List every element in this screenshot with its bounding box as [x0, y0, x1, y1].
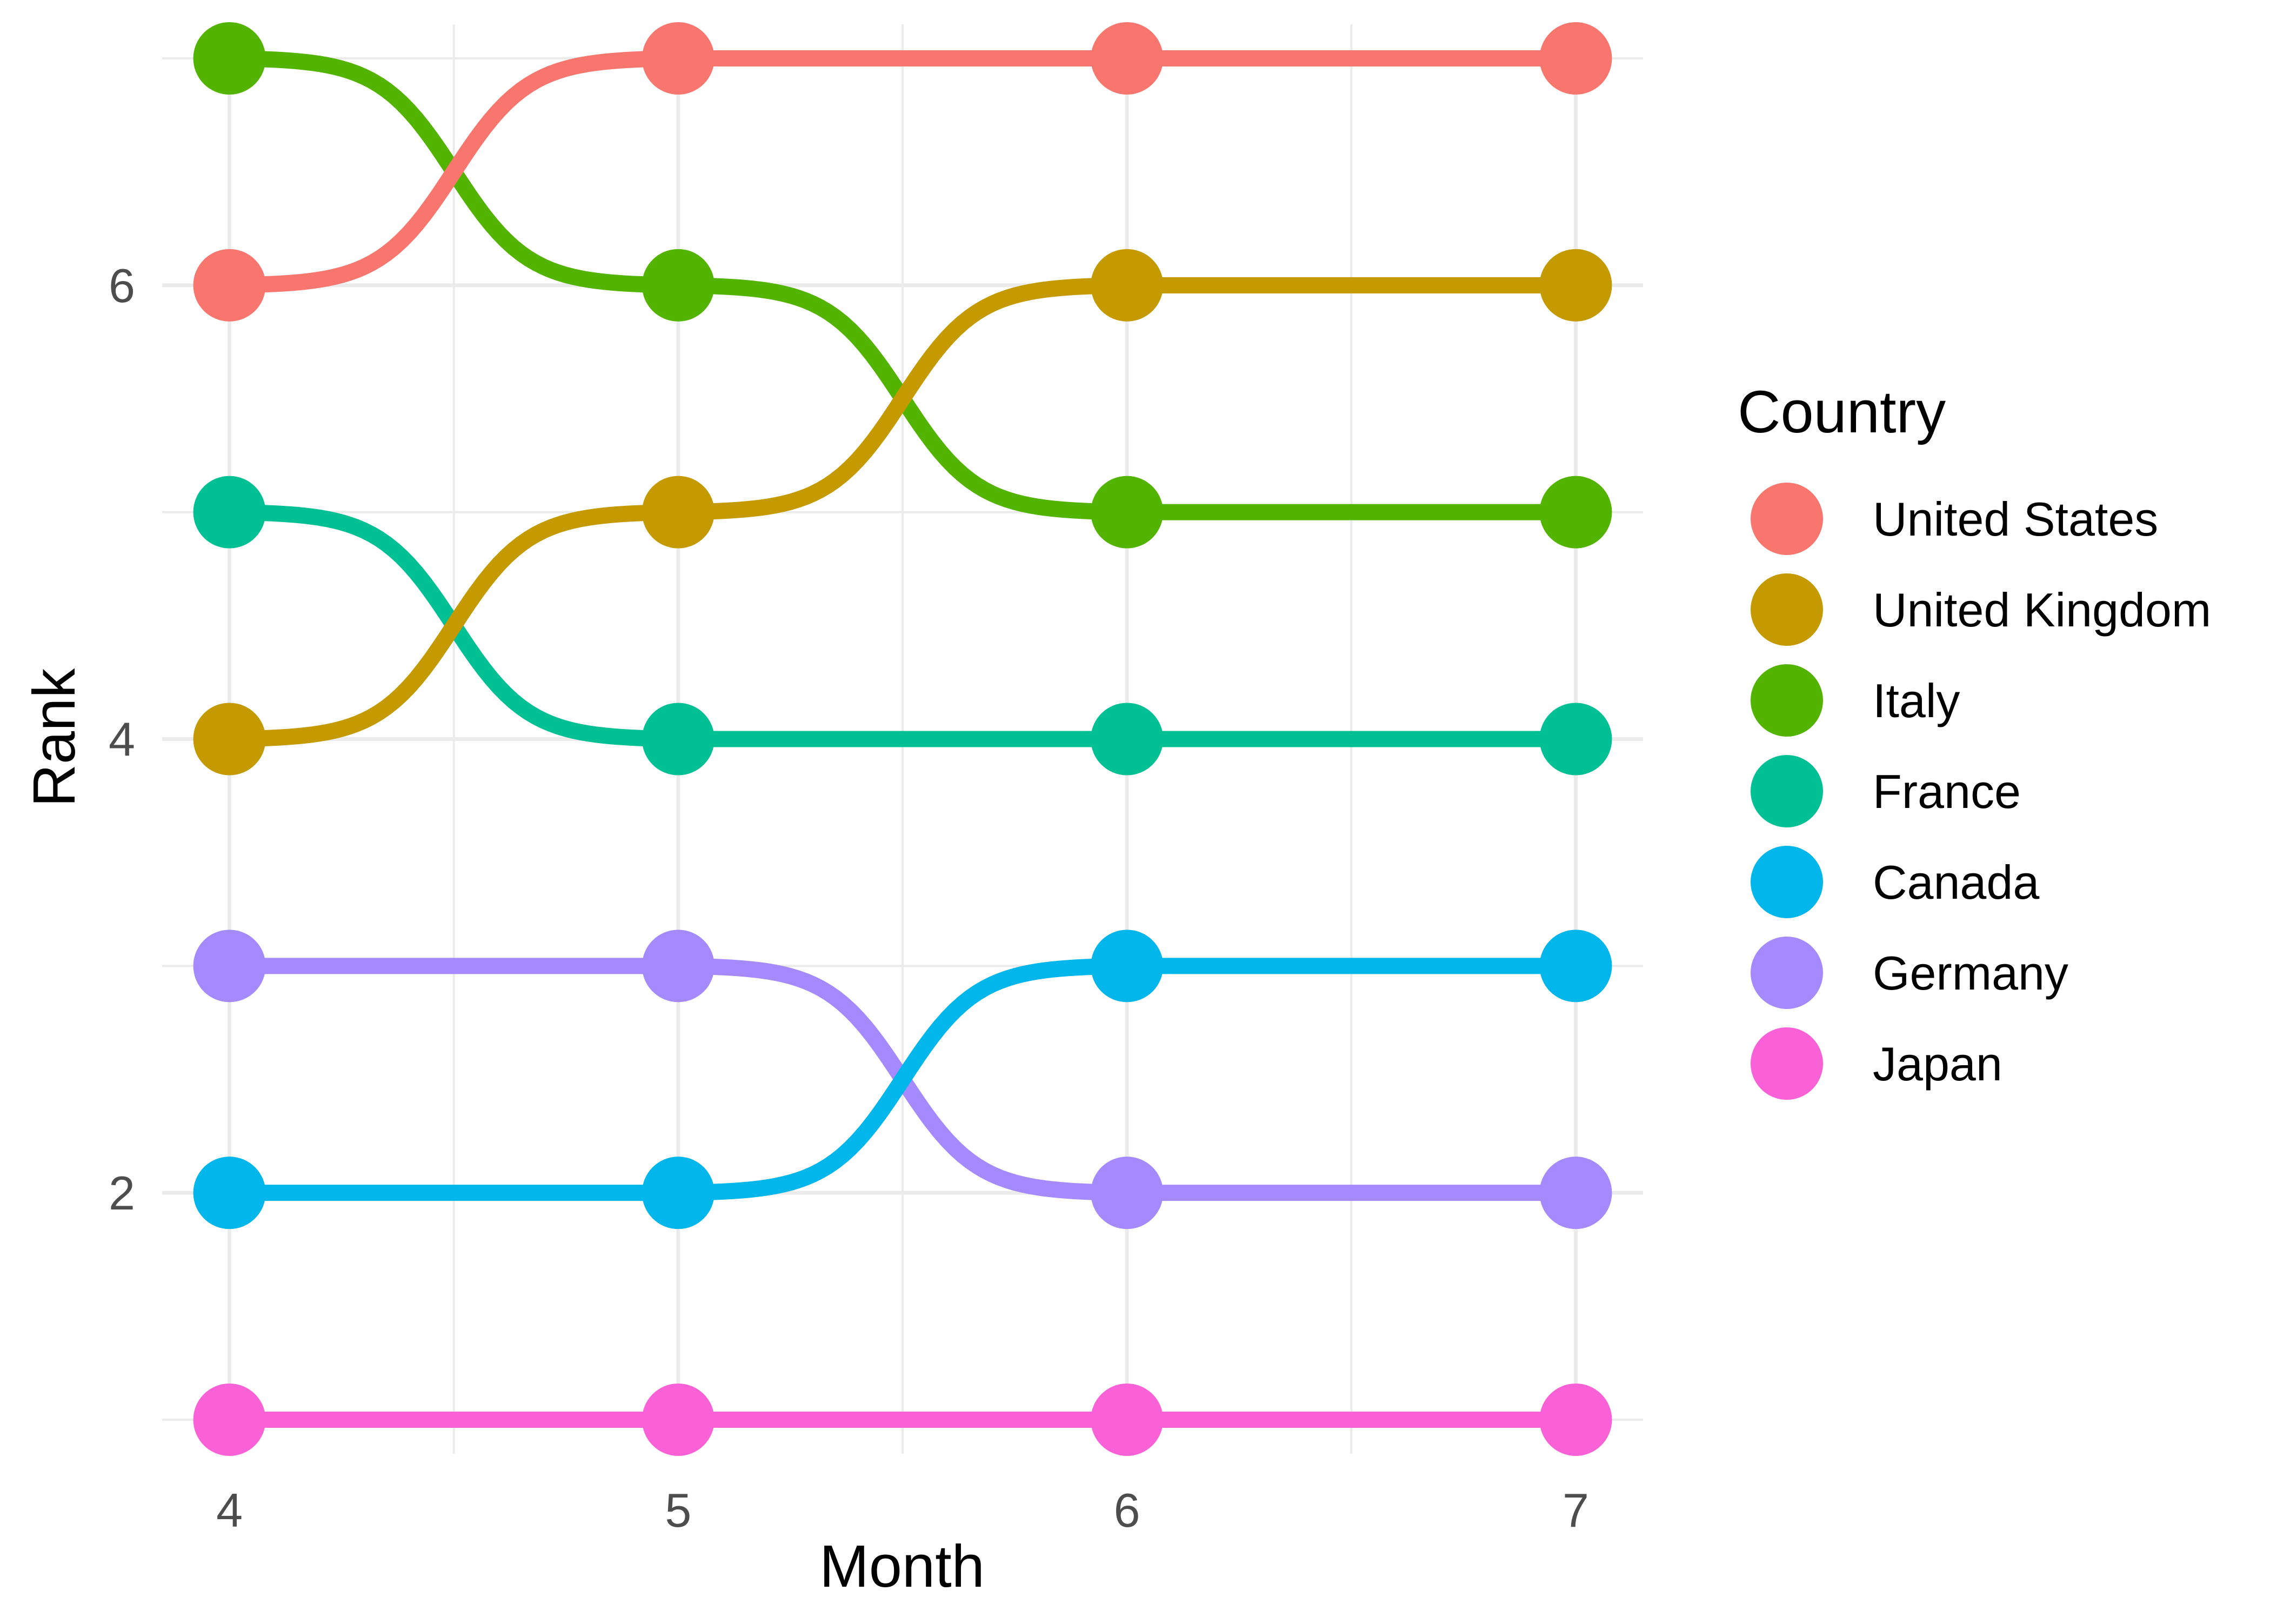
data-point-france: [1539, 703, 1612, 776]
x-tick-label: 6: [1114, 1483, 1140, 1537]
data-point-italy: [1091, 476, 1164, 549]
legend-key-italy: [1751, 664, 1823, 737]
x-axis-tick-labels: 4 5 6 7: [216, 1483, 1589, 1537]
data-point-canada: [193, 1157, 266, 1229]
legend-key-japan: [1751, 1027, 1823, 1100]
y-tick-label: 4: [109, 713, 135, 766]
data-point-france: [1091, 703, 1164, 776]
data-point-italy: [1539, 476, 1612, 549]
data-point-united-kingdom: [642, 476, 715, 549]
legend-label: France: [1873, 765, 2021, 818]
x-tick-label: 5: [665, 1483, 691, 1537]
legend-item-france: France: [1751, 755, 2021, 827]
data-point-japan: [193, 1384, 266, 1456]
legend-key-germany: [1751, 937, 1823, 1009]
data-point-united-states: [642, 22, 715, 95]
data-point-united-states: [1091, 22, 1164, 95]
data-point-france: [193, 476, 266, 549]
data-point-united-kingdom: [1091, 249, 1164, 322]
legend: Country United States United Kingdom Italy…: [1738, 379, 2211, 1100]
data-point-italy: [193, 22, 266, 95]
legend-item-canada: Canada: [1751, 846, 2039, 918]
x-axis-title: Month: [819, 1533, 985, 1600]
legend-items: United States United Kingdom Italy France Ca…: [1751, 483, 2211, 1100]
series-line-canada: [229, 958, 1577, 1201]
legend-key-united-states: [1751, 483, 1823, 555]
data-point-germany: [1539, 1157, 1612, 1229]
y-tick-label: 2: [109, 1166, 135, 1220]
legend-label: United Kingdom: [1873, 583, 2211, 637]
legend-label: Japan: [1873, 1037, 2002, 1091]
y-axis-title: Rank: [21, 668, 88, 807]
legend-item-italy: Italy: [1751, 664, 1960, 737]
data-point-united-kingdom: [1539, 249, 1612, 322]
legend-label: Germany: [1873, 946, 2068, 1000]
legend-key-canada: [1751, 846, 1823, 918]
data-point-united-kingdom: [193, 703, 266, 776]
y-tick-label: 6: [109, 259, 135, 312]
data-point-germany: [193, 930, 266, 1003]
data-point-italy: [642, 249, 715, 322]
data-point-japan: [1091, 1384, 1164, 1456]
legend-title: Country: [1738, 379, 1946, 445]
series-line-united-kingdom: [229, 277, 1577, 747]
legend-item-united-kingdom: United Kingdom: [1751, 573, 2211, 646]
legend-key-united-kingdom: [1751, 573, 1823, 646]
series-points: [193, 22, 1612, 1456]
data-point-canada: [642, 1157, 715, 1229]
series-line-united-states: [229, 50, 1577, 293]
legend-label: Italy: [1873, 674, 1960, 727]
y-axis-tick-labels: 2 4 6: [109, 259, 135, 1220]
legend-item-japan: Japan: [1751, 1027, 2002, 1100]
series-lines: [229, 50, 1577, 1428]
x-tick-label: 4: [216, 1483, 243, 1537]
legend-label: Canada: [1873, 856, 2039, 909]
legend-label: United States: [1873, 492, 2158, 546]
legend-key-france: [1751, 755, 1823, 827]
x-tick-label: 7: [1563, 1483, 1589, 1537]
data-point-germany: [1091, 1157, 1164, 1229]
data-point-germany: [642, 930, 715, 1003]
data-point-united-states: [1539, 22, 1612, 95]
legend-item-germany: Germany: [1751, 937, 2068, 1009]
legend-item-united-states: United States: [1751, 483, 2158, 555]
data-point-japan: [642, 1384, 715, 1456]
data-point-japan: [1539, 1384, 1612, 1456]
data-point-canada: [1091, 930, 1164, 1003]
data-point-canada: [1539, 930, 1612, 1003]
data-point-united-states: [193, 249, 266, 322]
data-point-france: [642, 703, 715, 776]
